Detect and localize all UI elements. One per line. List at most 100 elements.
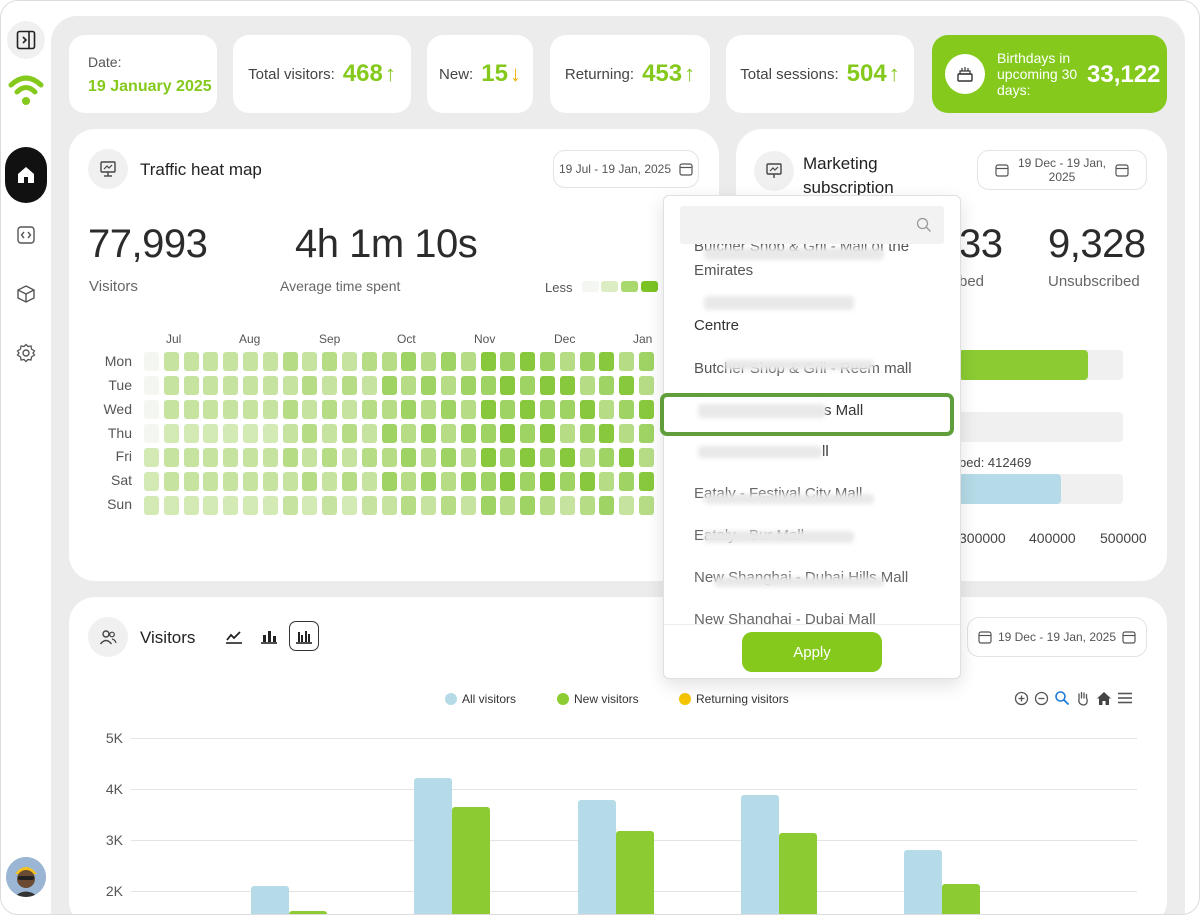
heatmap-cell[interactable]: [619, 376, 635, 395]
heatmap-cell[interactable]: [421, 472, 437, 491]
heatmap-cell[interactable]: [243, 424, 258, 443]
heatmap-cell[interactable]: [381, 448, 397, 467]
heatmap-cell[interactable]: [163, 352, 179, 371]
heatmap-cell[interactable]: [460, 424, 476, 443]
heatmap-cell[interactable]: [302, 448, 318, 467]
nav-products-button[interactable]: [14, 282, 38, 306]
heatmap-cell[interactable]: [322, 472, 338, 491]
heatmap-cell[interactable]: [639, 496, 654, 515]
user-avatar[interactable]: [6, 857, 46, 897]
bar-new-visitors[interactable]: [452, 807, 490, 914]
heatmap-cell[interactable]: [500, 472, 516, 491]
heatmap-cell[interactable]: [520, 376, 536, 395]
magnifier-icon[interactable]: [1054, 690, 1070, 706]
heatmap-cell[interactable]: [381, 376, 397, 395]
heatmap-cell[interactable]: [421, 448, 437, 467]
heatmap-cell[interactable]: [559, 424, 575, 443]
heatmap-cell[interactable]: [460, 448, 476, 467]
heatmap-cell[interactable]: [322, 376, 338, 395]
line-chart-toggle[interactable]: [219, 621, 249, 651]
heatmap-cell[interactable]: [243, 400, 258, 419]
heatmap-cell[interactable]: [619, 400, 635, 419]
heatmap-cell[interactable]: [223, 496, 239, 515]
heatmap-cell[interactable]: [579, 448, 595, 467]
heatmap-cell[interactable]: [639, 424, 654, 443]
heatmap-cell[interactable]: [262, 400, 278, 419]
heatmap-cell[interactable]: [421, 424, 437, 443]
heatmap-cell[interactable]: [144, 424, 159, 443]
heatmap-cell[interactable]: [480, 496, 496, 515]
heatmap-cell[interactable]: [421, 496, 437, 515]
heatmap-cell[interactable]: [183, 424, 199, 443]
heatmap-cell[interactable]: [262, 352, 278, 371]
heatmap-cell[interactable]: [183, 448, 199, 467]
heatmap-cell[interactable]: [639, 352, 654, 371]
heatmap-cell[interactable]: [381, 352, 397, 371]
heatmap-cell[interactable]: [599, 424, 615, 443]
heatmap-cell[interactable]: [203, 448, 219, 467]
sidebar-toggle-button[interactable]: [7, 21, 45, 59]
dropdown-option-highlighted[interactable]: s Mall: [824, 402, 864, 419]
bar-new-visitors[interactable]: [616, 831, 654, 914]
heatmap-cell[interactable]: [282, 424, 298, 443]
heatmap-cell[interactable]: [619, 496, 635, 515]
heatmap-cell[interactable]: [460, 376, 476, 395]
heatmap-cell[interactable]: [144, 496, 159, 515]
heatmap-cell[interactable]: [421, 376, 437, 395]
heatmap-cell[interactable]: [163, 400, 179, 419]
heatmap-cell[interactable]: [599, 376, 615, 395]
heatmap-cell[interactable]: [639, 448, 654, 467]
heatmap-cell[interactable]: [480, 472, 496, 491]
heatmap-cell[interactable]: [619, 352, 635, 371]
heatmap-cell[interactable]: [639, 376, 654, 395]
heatmap-cell[interactable]: [401, 424, 417, 443]
heatmap-cell[interactable]: [520, 448, 536, 467]
heatmap-cell[interactable]: [342, 496, 357, 515]
heatmap-cell[interactable]: [361, 496, 377, 515]
heatmap-cell[interactable]: [441, 376, 456, 395]
heatmap-cell[interactable]: [540, 448, 555, 467]
heatmap-cell[interactable]: [500, 448, 516, 467]
nav-home-button[interactable]: [5, 147, 47, 203]
heatmap-cell[interactable]: [599, 400, 615, 419]
heatmap-cell[interactable]: [441, 448, 456, 467]
heatmap-cell[interactable]: [223, 400, 239, 419]
dropdown-option[interactable]: ll: [822, 443, 829, 460]
heatmap-cell[interactable]: [579, 496, 595, 515]
heatmap-cell[interactable]: [520, 472, 536, 491]
heatmap-cell[interactable]: [342, 352, 357, 371]
heatmap-cell[interactable]: [579, 472, 595, 491]
heatmap-cell[interactable]: [500, 496, 516, 515]
nav-settings-button[interactable]: [14, 341, 38, 365]
heatmap-cell[interactable]: [579, 400, 595, 419]
heatmap-cell[interactable]: [639, 472, 654, 491]
heatmap-cell[interactable]: [361, 352, 377, 371]
pan-hand-icon[interactable]: [1075, 690, 1091, 706]
heatmap-cell[interactable]: [401, 496, 417, 515]
heatmap-cell[interactable]: [163, 448, 179, 467]
heatmap-cell[interactable]: [144, 448, 159, 467]
heatmap-cell[interactable]: [540, 352, 555, 371]
location-search-input[interactable]: [680, 206, 944, 244]
legend-returning-visitors[interactable]: Returning visitors: [679, 692, 789, 706]
heatmap-cell[interactable]: [342, 472, 357, 491]
heatmap-cell[interactable]: [322, 424, 338, 443]
heatmap-cell[interactable]: [599, 472, 615, 491]
nav-embed-button[interactable]: [14, 223, 38, 247]
heatmap-cell[interactable]: [262, 496, 278, 515]
heatmap-cell[interactable]: [381, 496, 397, 515]
bar-all-visitors[interactable]: [904, 850, 942, 914]
heatmap-cell[interactable]: [262, 448, 278, 467]
heatmap-cell[interactable]: [302, 496, 318, 515]
heatmap-cell[interactable]: [163, 376, 179, 395]
heatmap-cell[interactable]: [282, 448, 298, 467]
heatmap-cell[interactable]: [619, 472, 635, 491]
heatmap-cell[interactable]: [223, 424, 239, 443]
bar-new-visitors[interactable]: [779, 832, 817, 914]
heatmap-cell[interactable]: [302, 376, 318, 395]
heatmap-cell[interactable]: [243, 376, 258, 395]
heatmap-cell[interactable]: [183, 496, 199, 515]
bar-all-visitors[interactable]: [741, 794, 779, 914]
heatmap-cell[interactable]: [203, 496, 219, 515]
grouped-bar-toggle[interactable]: [289, 621, 319, 651]
